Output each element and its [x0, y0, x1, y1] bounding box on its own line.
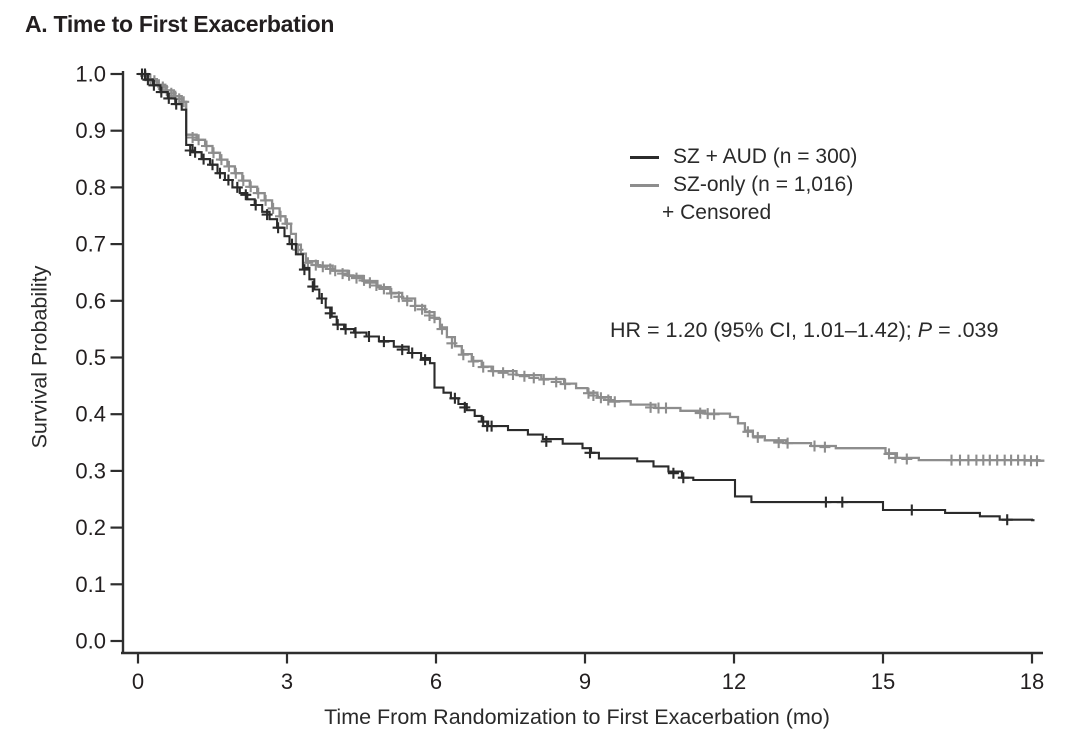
x-tick-label: 15 [871, 669, 895, 694]
y-tick-label: 0.3 [75, 458, 106, 483]
x-tick-label: 9 [579, 669, 591, 694]
y-tick-label: 0.1 [75, 572, 106, 597]
legend-line-swatch-sz-only [630, 183, 659, 187]
y-tick-label: 0.6 [75, 288, 106, 313]
x-tick-label: 18 [1020, 669, 1044, 694]
sz-only-curve [138, 72, 1045, 462]
x-tick-label: 3 [281, 669, 293, 694]
sz-aud-censor-marks [136, 68, 1013, 526]
legend: SZ + AUD (n = 300) SZ-only (n = 1,016) +… [630, 143, 857, 227]
x-tick-label: 0 [132, 669, 144, 694]
y-tick-label: 0.9 [75, 118, 106, 143]
x-axis-label: Time From Randomization to First Exacerb… [324, 705, 830, 729]
y-tick-label: 0.7 [75, 232, 106, 257]
legend-line-swatch-sz-aud [630, 155, 659, 159]
chart-title: A. Time to First Exacerbation [25, 11, 335, 37]
y-tick-label: 1.0 [75, 62, 106, 87]
y-axis-label: Survival Probability [27, 265, 52, 449]
hr-annotation-suffix: = .039 [932, 318, 999, 342]
legend-item-sz-only: SZ-only (n = 1,016) [630, 171, 857, 199]
hazard-ratio-annotation: HR = 1.20 (95% CI, 1.01–1.42); P = .039 [610, 318, 998, 343]
y-tick-label: 0.5 [75, 345, 106, 370]
hr-annotation-prefix: HR = 1.20 (95% CI, 1.01–1.42); [610, 318, 918, 342]
legend-label-censored: + Censored [662, 201, 772, 224]
legend-label-sz-only: SZ-only (n = 1,016) [673, 173, 854, 196]
hr-annotation-p: P [917, 318, 933, 342]
sz-only-censor-marks [140, 70, 1043, 467]
legend-item-sz-aud: SZ + AUD (n = 300) [630, 143, 857, 171]
y-tick-label: 0.2 [75, 515, 106, 540]
y-tick-label: 0.4 [75, 402, 106, 427]
x-tick-label: 6 [430, 669, 442, 694]
y-tick-label: 0.8 [75, 175, 106, 200]
x-tick-label: 12 [722, 669, 746, 694]
legend-item-censored: + Censored [630, 199, 857, 227]
legend-label-sz-aud: SZ + AUD (n = 300) [673, 145, 858, 168]
y-tick-label: 0.0 [75, 629, 106, 654]
